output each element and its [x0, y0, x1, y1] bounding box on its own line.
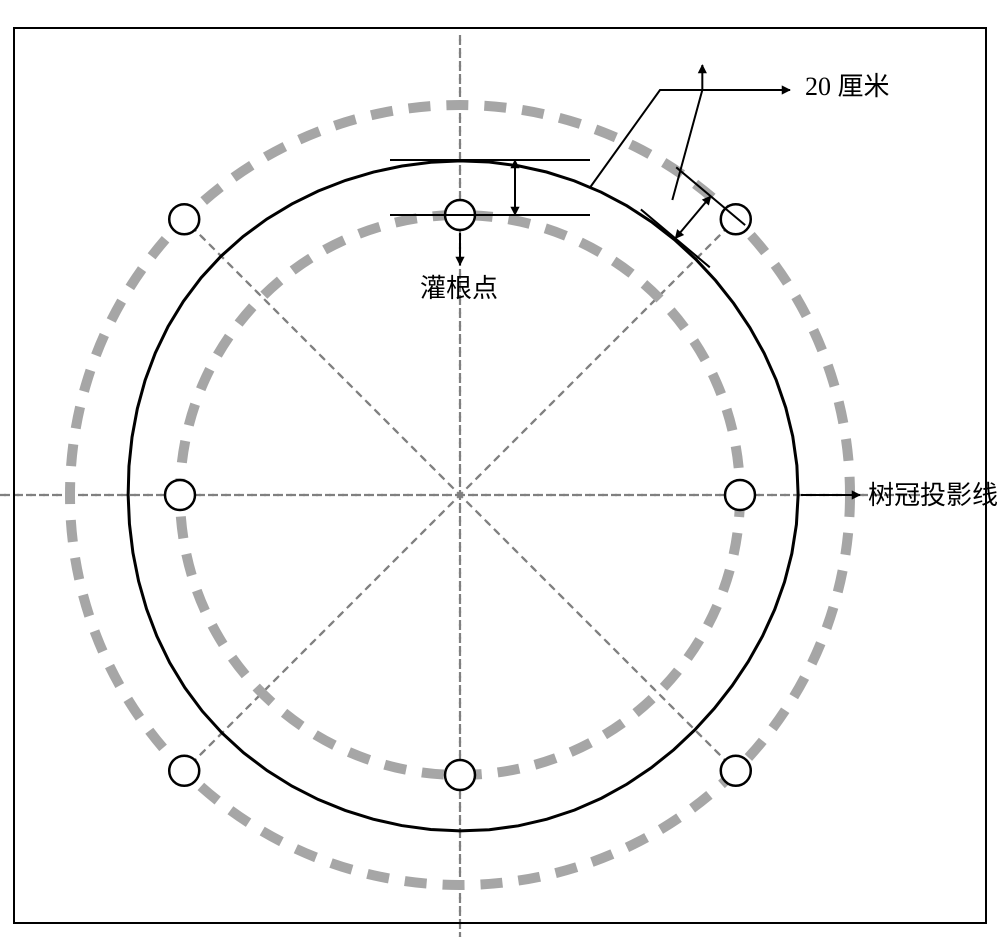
irrigation-point-3 [445, 760, 475, 790]
crown-line-label: 树冠投影线 [868, 481, 998, 510]
root-irrigation-diagram: 20 厘米灌根点树冠投影线 [0, 0, 1000, 937]
irrigation-point-0 [725, 480, 755, 510]
irrigation-point-2 [165, 480, 195, 510]
irrigation-point-5 [169, 204, 199, 234]
irrigation-point-7 [721, 756, 751, 786]
root-point-label: 灌根点 [420, 274, 498, 303]
offset-label: 20 厘米 [805, 72, 890, 101]
irrigation-point-6 [169, 756, 199, 786]
